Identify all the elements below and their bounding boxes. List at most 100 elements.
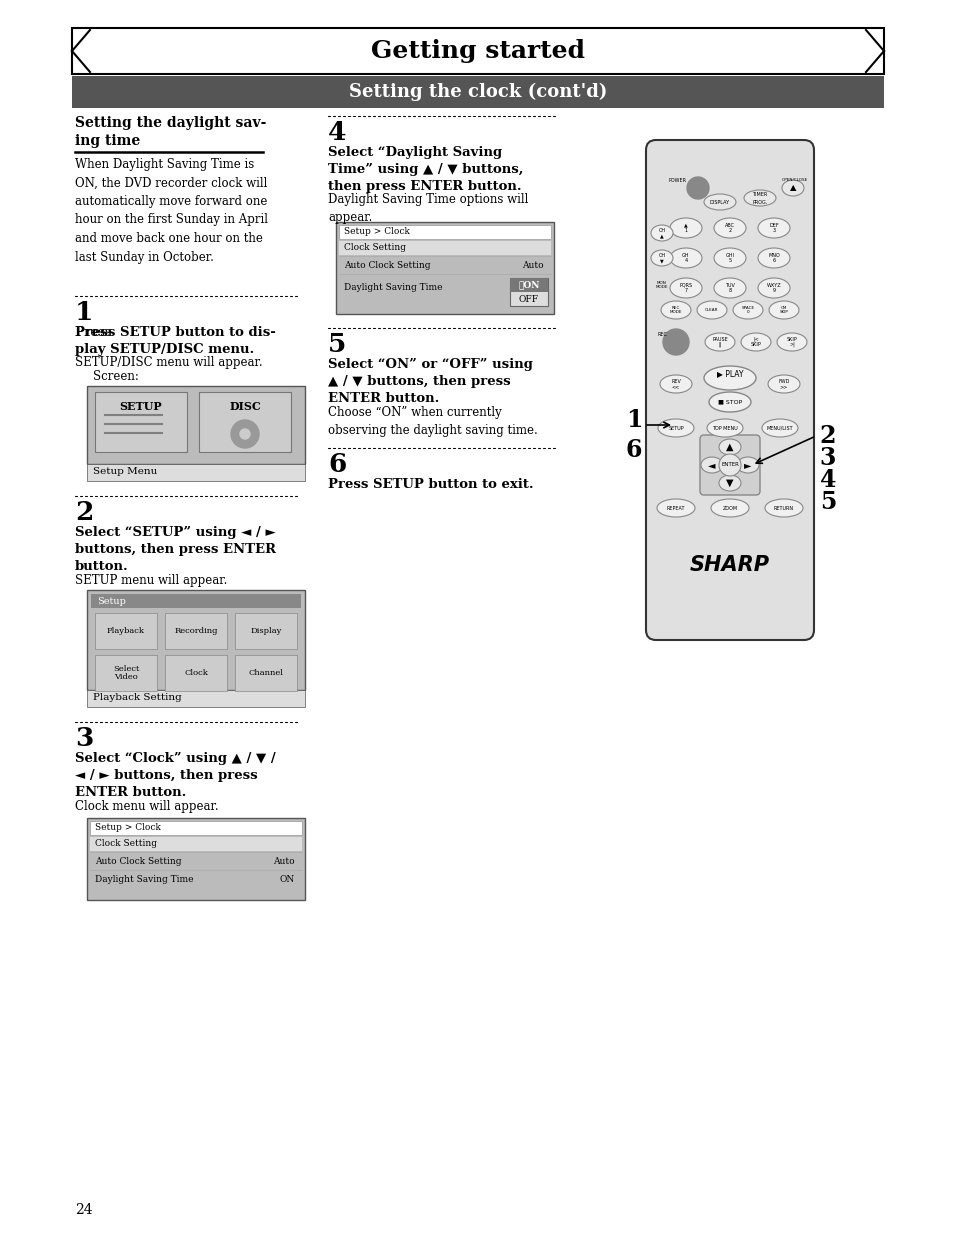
Ellipse shape bbox=[660, 301, 690, 319]
Text: Daylight Saving Time options will
appear.: Daylight Saving Time options will appear… bbox=[328, 193, 528, 224]
Ellipse shape bbox=[740, 333, 770, 351]
Ellipse shape bbox=[708, 391, 750, 412]
Text: 5: 5 bbox=[328, 332, 346, 357]
Ellipse shape bbox=[703, 366, 755, 390]
Ellipse shape bbox=[704, 333, 734, 351]
Text: Select
Video: Select Video bbox=[112, 664, 139, 682]
Text: FWD
>>: FWD >> bbox=[778, 379, 789, 389]
Text: MON
MODE: MON MODE bbox=[655, 280, 667, 289]
Text: ABC
2: ABC 2 bbox=[724, 222, 734, 233]
Text: TUV
8: TUV 8 bbox=[724, 283, 734, 293]
Text: Auto Clock Setting: Auto Clock Setting bbox=[344, 261, 430, 269]
Text: WXYZ
9: WXYZ 9 bbox=[766, 283, 781, 293]
Text: Setup: Setup bbox=[97, 597, 126, 605]
Text: SETUP menu will appear.: SETUP menu will appear. bbox=[75, 574, 227, 587]
Text: 1: 1 bbox=[625, 408, 641, 432]
Ellipse shape bbox=[776, 333, 806, 351]
Bar bbox=[90, 821, 302, 835]
Bar bbox=[335, 222, 554, 314]
Ellipse shape bbox=[761, 419, 797, 437]
Ellipse shape bbox=[781, 180, 803, 196]
Text: SPACE
0: SPACE 0 bbox=[740, 306, 754, 314]
Text: OFF: OFF bbox=[518, 294, 538, 304]
Text: SETUP/DISC menu will appear.: SETUP/DISC menu will appear. bbox=[75, 356, 262, 369]
Bar bbox=[87, 690, 305, 706]
Text: ▲: ▲ bbox=[789, 184, 796, 193]
Text: Recording: Recording bbox=[174, 627, 217, 635]
Text: Choose “ON” when currently
observing the daylight saving time.: Choose “ON” when currently observing the… bbox=[328, 406, 537, 437]
Circle shape bbox=[231, 420, 258, 448]
Text: REV
<<: REV << bbox=[670, 379, 680, 389]
Text: Clock Setting: Clock Setting bbox=[344, 243, 406, 252]
Text: 1: 1 bbox=[75, 300, 93, 325]
Bar bbox=[71, 28, 883, 74]
Text: Setup > Clock: Setup > Clock bbox=[95, 824, 161, 832]
Text: CH
▼: CH ▼ bbox=[658, 253, 665, 263]
Ellipse shape bbox=[713, 219, 745, 238]
Text: 4: 4 bbox=[328, 120, 346, 144]
Text: SHARP: SHARP bbox=[689, 555, 769, 576]
Text: Press: Press bbox=[75, 326, 115, 338]
Text: 6: 6 bbox=[328, 452, 346, 477]
Ellipse shape bbox=[650, 225, 672, 241]
Text: ▶ PLAY: ▶ PLAY bbox=[716, 369, 742, 378]
Circle shape bbox=[686, 177, 708, 199]
Text: Channel: Channel bbox=[248, 669, 283, 677]
Ellipse shape bbox=[697, 301, 726, 319]
Circle shape bbox=[240, 429, 250, 438]
Text: Clock Setting: Clock Setting bbox=[95, 840, 157, 848]
Text: OPEN/CLOSE: OPEN/CLOSE bbox=[781, 178, 807, 182]
Bar bbox=[510, 278, 547, 306]
Ellipse shape bbox=[669, 248, 701, 268]
Text: |<
SKIP: |< SKIP bbox=[750, 337, 760, 347]
Text: Setting the clock (cont'd): Setting the clock (cont'd) bbox=[349, 83, 606, 101]
Text: Auto: Auto bbox=[522, 261, 543, 269]
Bar bbox=[234, 613, 296, 650]
Ellipse shape bbox=[758, 278, 789, 298]
Ellipse shape bbox=[706, 419, 742, 437]
Bar bbox=[87, 387, 305, 464]
Bar bbox=[165, 655, 227, 692]
Text: Setup Menu: Setup Menu bbox=[92, 468, 157, 477]
Text: Select “Clock” using ▲ / ▼ /
◄ / ► buttons, then press
ENTER button.: Select “Clock” using ▲ / ▼ / ◄ / ► butto… bbox=[75, 752, 275, 799]
Text: ✓ON: ✓ON bbox=[517, 280, 539, 289]
Ellipse shape bbox=[713, 278, 745, 298]
Bar bbox=[338, 241, 551, 254]
Text: Daylight Saving Time: Daylight Saving Time bbox=[344, 284, 442, 293]
Text: Select “ON” or “OFF” using
▲ / ▼ buttons, then press
ENTER button.: Select “ON” or “OFF” using ▲ / ▼ buttons… bbox=[328, 358, 533, 405]
Ellipse shape bbox=[768, 301, 799, 319]
Text: SETUP: SETUP bbox=[119, 401, 162, 412]
Bar bbox=[165, 613, 227, 650]
Ellipse shape bbox=[700, 457, 722, 473]
Text: ►: ► bbox=[743, 459, 751, 471]
Text: Auto Clock Setting: Auto Clock Setting bbox=[95, 857, 181, 866]
Text: CH
▲: CH ▲ bbox=[658, 227, 665, 238]
Text: ZOOM: ZOOM bbox=[721, 505, 737, 510]
Text: MNO
6: MNO 6 bbox=[767, 253, 779, 263]
Text: GH
4: GH 4 bbox=[681, 253, 689, 263]
Text: 3: 3 bbox=[75, 726, 93, 751]
Text: Select “SETUP” using ◄ / ►
buttons, then press ENTER
button.: Select “SETUP” using ◄ / ► buttons, then… bbox=[75, 526, 275, 573]
Bar bbox=[87, 818, 305, 900]
Text: CLEAR: CLEAR bbox=[704, 308, 718, 312]
Text: DISPLAY: DISPLAY bbox=[709, 200, 729, 205]
Ellipse shape bbox=[767, 375, 800, 393]
Text: Setting the daylight sav-
ing time: Setting the daylight sav- ing time bbox=[75, 116, 266, 148]
Text: 3: 3 bbox=[819, 446, 836, 471]
Text: Playback Setting: Playback Setting bbox=[92, 694, 182, 703]
Ellipse shape bbox=[650, 249, 672, 266]
Text: ON: ON bbox=[279, 874, 294, 883]
Text: CM
SKIP: CM SKIP bbox=[779, 306, 787, 314]
Text: ■ STOP: ■ STOP bbox=[717, 399, 741, 405]
Text: Press SETUP button to exit.: Press SETUP button to exit. bbox=[328, 478, 533, 492]
Text: PAUSE
||: PAUSE || bbox=[711, 337, 727, 347]
Text: ◄: ◄ bbox=[707, 459, 715, 471]
Text: TOP MENU: TOP MENU bbox=[711, 426, 737, 431]
Ellipse shape bbox=[713, 248, 745, 268]
Text: POWER: POWER bbox=[668, 178, 686, 183]
Ellipse shape bbox=[657, 499, 695, 517]
Ellipse shape bbox=[719, 438, 740, 454]
Ellipse shape bbox=[719, 454, 740, 475]
Bar bbox=[234, 655, 296, 692]
Text: Screen:: Screen: bbox=[92, 370, 139, 383]
